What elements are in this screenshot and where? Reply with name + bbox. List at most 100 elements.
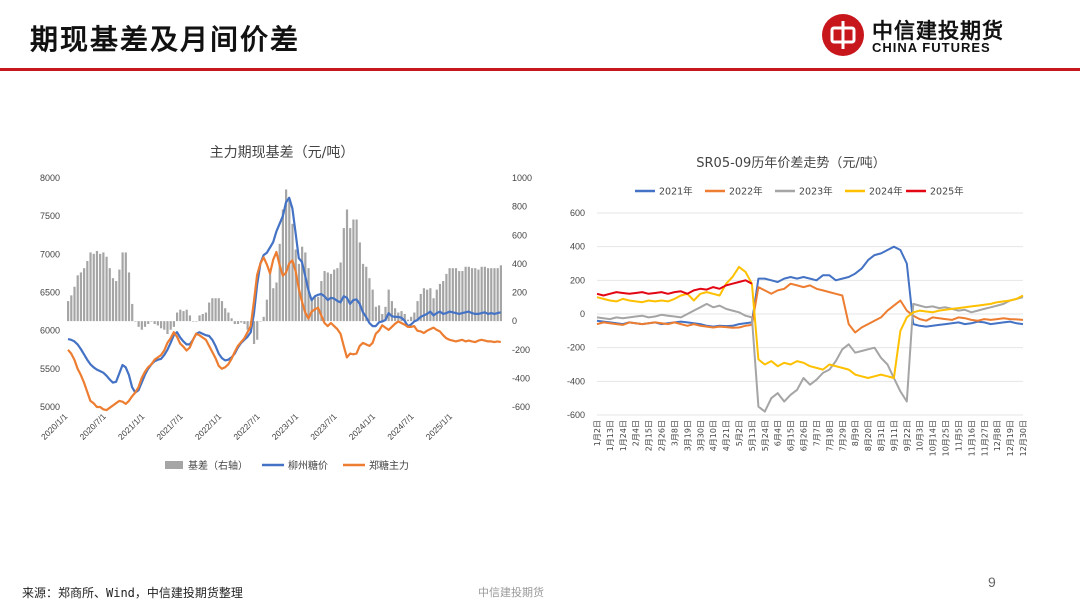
basis-bar [172, 321, 175, 327]
basis-bar [454, 268, 458, 322]
footer-brand: 中信建投期货 [478, 586, 544, 599]
basis-bar [156, 321, 159, 326]
x-tick-label: 2024/1/1 [347, 411, 378, 442]
basis-bar [153, 321, 156, 324]
basis-bar [95, 250, 99, 322]
y-tick-label: -400 [567, 376, 585, 386]
basis-bar [368, 278, 371, 322]
basis-bar [381, 313, 384, 322]
basis-bar [243, 321, 246, 324]
basis-bar [89, 252, 92, 322]
y-left-tick-label: 6000 [40, 326, 60, 336]
basis-bar [470, 268, 474, 322]
basis-bar [201, 313, 204, 322]
basis-bar [384, 306, 387, 322]
chart-title: SR05-09历年价差走势（元/吨） [696, 155, 885, 171]
basis-bar [419, 293, 422, 322]
x-tick-label: 10月25日 [942, 420, 951, 456]
basis-bar [108, 268, 111, 322]
basis-bar [483, 266, 486, 322]
x-tick-label: 12月8日 [993, 420, 1002, 451]
y-right-tick-label: -600 [512, 402, 530, 412]
zhengtang-main-line [67, 250, 502, 412]
basis-bar [79, 272, 83, 322]
basis-bar [256, 321, 259, 340]
basis-bar [355, 219, 358, 322]
x-tick-label: 7月18日 [825, 420, 834, 451]
x-tick-label: 9月22日 [903, 420, 912, 451]
x-tick-label: 6月4日 [774, 420, 783, 446]
basis-bar [410, 316, 413, 322]
basis-bar [451, 268, 454, 322]
x-tick-label: 5月2日 [735, 420, 744, 446]
basis-bar [490, 268, 493, 322]
basis-bar [339, 262, 342, 322]
x-tick-label: 6月26日 [800, 420, 809, 451]
y-tick-label: -600 [567, 410, 585, 420]
x-tick-label: 8月9日 [851, 420, 860, 446]
spread-chart: SR05-09历年价差走势（元/吨） 2021年 2022年 2023年 2024年 2… [567, 155, 1028, 456]
basis-bar [304, 252, 307, 322]
x-tick-label: 3月30日 [696, 420, 705, 451]
basis-bar [358, 242, 361, 322]
basis-bar [480, 266, 483, 322]
basis-bar [333, 269, 336, 322]
basis-bar [387, 289, 390, 322]
legend-label: 2022年 [729, 186, 763, 198]
basis-bar [281, 209, 284, 322]
x-tick-label: 12月19日 [1006, 420, 1015, 456]
legend-label: 郑糖主力 [369, 459, 409, 472]
legend-label: 2025年 [930, 186, 964, 198]
basis-bar [422, 288, 426, 322]
basis-bar [464, 266, 467, 322]
basis-bar [474, 268, 477, 322]
brand-logo: 中信建投期货 CHINA FUTURES [822, 14, 1062, 60]
basis-bar [326, 272, 329, 322]
x-tick-label: 5月13日 [748, 420, 757, 451]
x-tick-label: 11月16日 [967, 420, 976, 456]
basis-bar [461, 271, 464, 322]
basis-bar [374, 306, 377, 322]
china-futures-logo-icon [822, 14, 864, 56]
basis-bar [124, 252, 127, 322]
series-line-2024年 [596, 265, 1024, 379]
x-tick-label: 4月10日 [709, 420, 718, 451]
y-right-tick-label: 200 [512, 288, 527, 298]
x-tick-label: 10月14日 [929, 420, 938, 456]
legend-label: 2024年 [869, 186, 903, 198]
basis-bar [185, 309, 188, 322]
basis-bar [118, 269, 121, 322]
basis-bar [426, 289, 429, 322]
x-tick-label: 2月15日 [645, 420, 654, 451]
y-tick-label: 0 [580, 309, 585, 319]
basis-bar [192, 321, 195, 322]
y-right-tick-label: 800 [512, 202, 527, 212]
basis-bar [159, 321, 163, 329]
y-tick-label: -200 [567, 343, 585, 353]
x-tick-label: 2023/7/1 [308, 411, 339, 442]
basis-bar [294, 249, 297, 322]
basis-bar [102, 252, 105, 322]
basis-bar [169, 321, 172, 330]
basis-bar [76, 275, 79, 322]
basis-bar [224, 308, 227, 322]
x-tick-label: 3月8日 [670, 420, 679, 446]
x-tick-label: 2025/1/1 [424, 411, 455, 442]
x-tick-label: 2月4日 [632, 420, 641, 446]
basis-bar [342, 228, 345, 322]
basis-bar [438, 283, 442, 322]
basis-bar [336, 268, 339, 322]
x-tick-label: 10月3日 [916, 420, 925, 451]
y-right-tick-label: -200 [512, 345, 530, 355]
basis-bar [150, 321, 153, 322]
basis-bar [140, 321, 143, 330]
basis-bar [259, 321, 262, 322]
basis-bar [486, 268, 490, 322]
basis-bar [365, 266, 368, 322]
basis-bar [246, 321, 249, 330]
basis-bar [477, 269, 480, 322]
y-left-tick-label: 7500 [40, 211, 60, 221]
basis-bar [320, 281, 323, 322]
basis-bar [188, 315, 192, 322]
logo-chinese-name: 中信建投期货 [872, 18, 1004, 43]
